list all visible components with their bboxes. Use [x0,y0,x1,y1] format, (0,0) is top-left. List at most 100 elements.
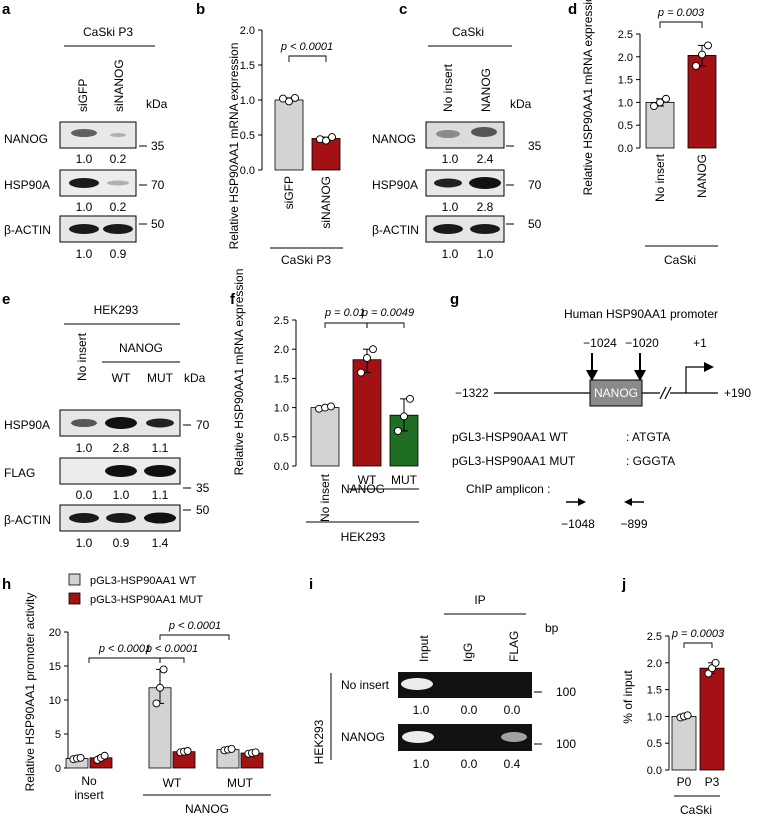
y-tick-label: 2.0 [240,25,255,37]
gel-band [501,732,527,742]
wt-sequence: : ATGTA [626,430,670,444]
x-category-label: No insert [318,473,332,522]
blot-band [103,224,133,234]
bp-label: bp [545,621,559,635]
data-point [704,41,712,50]
data-point [650,102,658,110]
density-value: 2.4 [477,152,494,166]
density-value: 1.1 [152,441,169,455]
lane-label: FLAG [507,631,521,662]
data-point [76,753,85,762]
panel-b: b Relative HSP90AA1 mRNA expression 0.00… [196,1,343,267]
site-position: −1024 [583,336,617,350]
enrichment-value: 1.0 [413,703,430,717]
chart-b: 0.0 0.5 1.0 1.5 2.0 p < 0.0001 siGFP siNANOG [240,25,343,249]
legend-swatch-wt [68,573,81,586]
gel-row-label: No insert [341,678,390,692]
primer-forward-icon [578,498,586,506]
blot-row-label: β-ACTIN [4,223,51,237]
nanog-box-label: NANOG [594,386,638,400]
panel-j-letter: j [621,576,626,593]
ip-label: IP [474,593,485,607]
data-point [692,61,700,70]
density-value: 1.0 [76,200,93,214]
cell-line-label: HEK293 [312,719,326,764]
panel-f: f Relative HSP90AA1 mRNA expression 0.00… [230,269,419,544]
panel-g: g Human HSP90AA1 promoter −1024 −1020 +1… [450,291,751,531]
y-tick-label: 0.0 [618,143,633,155]
mw-marker: 50 [196,503,210,517]
panel-f-letter: f [230,291,236,308]
mw-marker: 50 [151,217,165,231]
blot-row-label: β-ACTIN [4,513,51,527]
y-tick-label: 2.0 [647,658,662,670]
bar-P0 [671,716,697,771]
panel-e-letter: e [2,291,10,308]
x-category-label: WT [358,473,377,487]
blot-band [110,133,126,137]
y-tick-label: 2.0 [274,344,289,356]
density-value: 1.0 [76,441,93,455]
blot-row-label: β-ACTIN [372,223,419,237]
panel-a-group: CaSki P3 [83,25,133,39]
significance-bracket [288,55,327,62]
blot-band [107,180,129,186]
blot-row-label: NANOG [372,132,416,146]
kda-label: kDa [146,97,168,111]
y-tick-label: 1.0 [240,95,255,107]
blot-band [105,465,137,477]
gel-band [401,678,433,690]
data-point [698,50,706,59]
bp-marker: 100 [556,737,576,751]
mw-marker: 35 [196,481,210,495]
bar-siGFP [274,99,304,171]
data-point [227,745,236,753]
density-value: 2.8 [113,441,130,455]
y-tick-label: 1.0 [274,403,289,415]
blot-row-label: HSP90A [372,178,418,192]
data-point [100,751,109,760]
blot-row-label: HSP90A [4,418,50,432]
density-value: 1.0 [113,488,130,502]
y-tick-label: 2.5 [618,29,633,41]
arrow-down-icon [634,370,646,381]
y-tick-label: 0 [55,763,61,775]
panel-g-letter: g [450,291,459,308]
x-category-label: P3 [705,775,720,789]
panel-a: a CaSki P3 siGFP siNANOG kDa NANOG 35 1.… [2,1,168,261]
enrichment-value: 0.0 [504,703,521,717]
wt-construct-label: pGL3-HSP90AA1 WT [452,430,569,444]
y-tick-label: 10 [49,695,61,707]
bp-marker: 100 [556,685,576,699]
panel-d-letter: d [568,1,577,18]
panel-c: c CaSki No insert NANOG kDa NANOG 35 1.0… [372,1,542,261]
data-point [708,664,716,673]
density-value: 1.0 [477,247,494,261]
data-point [704,669,713,678]
data-point [291,93,299,102]
y-tick-label: 2.0 [618,52,633,64]
y-tick-label: 0.0 [274,461,289,473]
blot-band [71,129,97,137]
data-point [327,402,335,411]
p-value: p < 0.0001 [280,41,333,53]
blot-band [144,512,176,524]
blot-band [469,177,501,189]
chip-amplicon-label: ChIP amplicon : [466,482,551,496]
x-category-label: P0 [677,775,692,789]
y-axis-label: Relative HSP90AA1 mRNA expression [232,269,246,476]
p-value: p < 0.0001 [168,620,221,632]
enrichment-value: 0.0 [461,757,478,771]
density-value: 0.9 [113,536,130,550]
y-tick-label: 20 [49,627,61,639]
p-value: p < 0.0001 [145,643,198,655]
y-tick-label: 1.5 [274,373,289,385]
group-label: CaSki P3 [281,253,331,267]
panel-h-letter: h [2,576,11,593]
y-tick-label: 1.0 [618,97,633,109]
panel-j: j % of input 0.0 0.5 1.0 1.5 2.0 2.5 p = 0.000… [621,576,725,817]
panel-e: e HEK293 No insert NANOG WT MUT kDa HSP9… [2,291,210,550]
data-point [662,94,670,103]
x-category-label: NANOG [695,154,709,198]
panel-c-group: CaSki [452,25,484,39]
